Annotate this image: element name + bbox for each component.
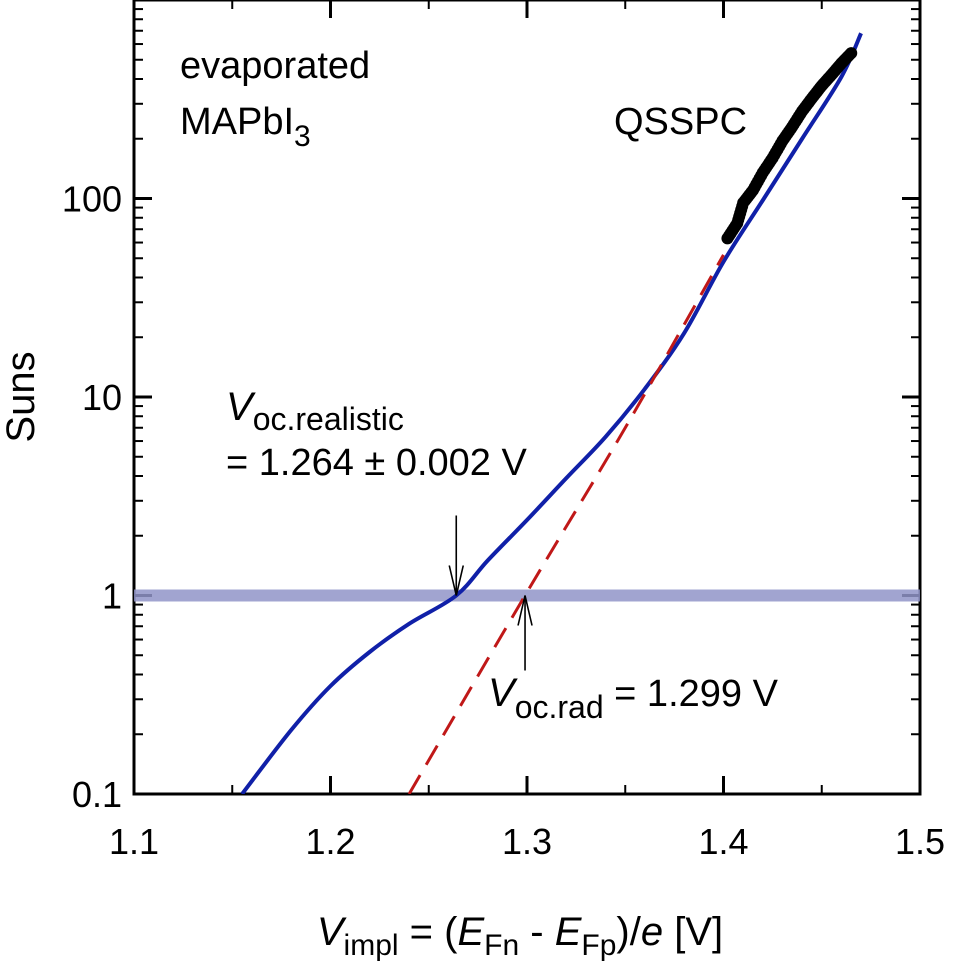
x-tick-label: 1.3: [502, 821, 552, 862]
annotation-voc-rad: Voc.rad = 1.299 V: [488, 671, 779, 725]
x-axis-title-v-sub: impl: [344, 929, 399, 962]
annotation-voc-realistic-v: V: [226, 385, 256, 429]
annotation-voc-realistic: Voc.realistic: [226, 385, 404, 437]
x-axis-title-v: V: [317, 910, 347, 954]
x-axis-title-tail: )/: [616, 910, 641, 954]
voc-realistic-arrow-head: [448, 565, 465, 596]
x-tick-label: 1.2: [305, 821, 355, 862]
y-tick-label: 1: [102, 576, 122, 617]
x-axis-title-middle: = (: [399, 910, 459, 954]
annotation-voc-rad-value: = 1.299 V: [604, 673, 779, 715]
annotation-voc-rad-v: V: [488, 671, 518, 715]
x-tick-label: 1.5: [895, 821, 945, 862]
annotation-sample-line2-main: MAPbI: [180, 101, 294, 143]
x-axis-title-e1: E: [457, 910, 485, 954]
annotation-voc-realistic-sub: oc.realistic: [253, 401, 404, 437]
x-axis-title-e2-sub: Fp: [581, 929, 616, 962]
annotation-sample-line2: MAPbI3: [180, 101, 311, 153]
annotation-voc-rad-sub: oc.rad: [515, 689, 604, 725]
voc-rad-arrow-head: [517, 595, 533, 626]
x-tick-label: 1.1: [109, 821, 159, 862]
y-axis-title: Suns: [0, 351, 43, 442]
x-axis-title-unit: [V]: [663, 910, 723, 954]
annotation-sample-line2-sub: 3: [294, 120, 311, 153]
x-axis-title: Vimpl = (EFn - EFp)/e [V]: [317, 910, 723, 962]
x-axis-title-e2: E: [555, 910, 583, 954]
x-axis-title-minus: -: [519, 910, 555, 954]
annotation-qsspc: QSSPC: [614, 101, 747, 143]
annotation-voc-realistic-value: = 1.264 ± 0.002 V: [226, 442, 527, 484]
radiative-limit-line: [407, 254, 725, 794]
qsspc-series: [721, 47, 858, 245]
y-tick-label: 0.1: [72, 774, 122, 815]
qsspc-data-point: [845, 47, 858, 60]
realistic-fit-line: [240, 32, 863, 794]
series-layer: [134, 32, 920, 794]
annotation-sample-line1: evaporated: [180, 45, 370, 87]
y-tick-label: 10: [82, 377, 122, 418]
axis-tick-labels: 1.1 1.2 1.3 1.4 1.5 0.1 1 10 100: [62, 179, 945, 863]
x-axis-title-e-char: e: [641, 910, 663, 954]
x-tick-label: 1.4: [698, 821, 748, 862]
y-tick-label: 100: [62, 179, 122, 220]
x-axis-title-e1-sub: Fn: [484, 929, 519, 962]
